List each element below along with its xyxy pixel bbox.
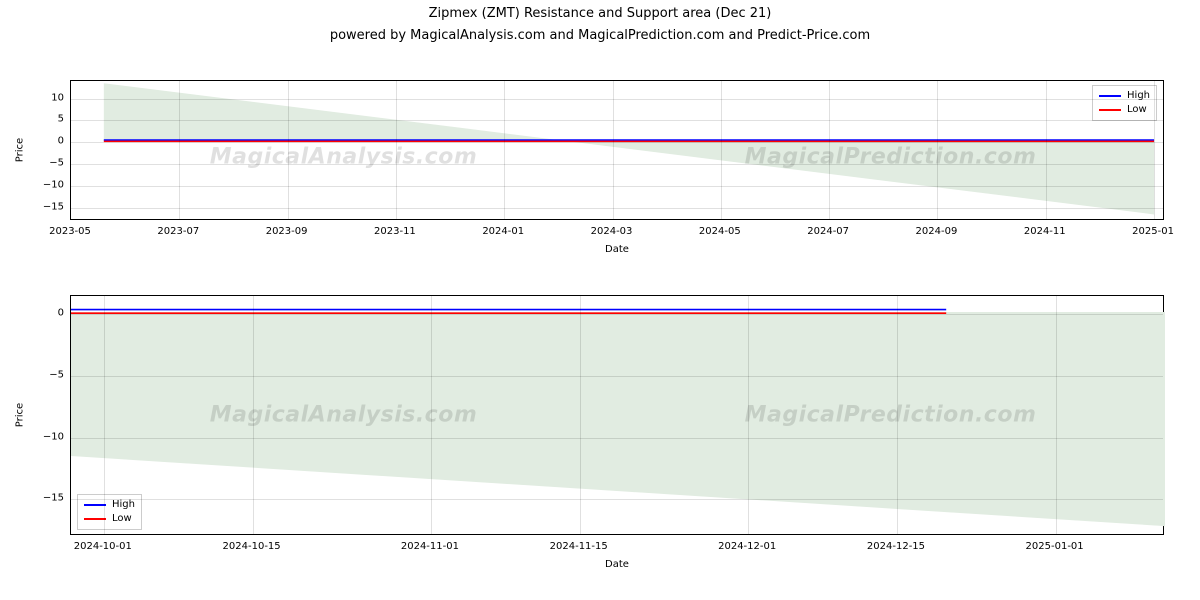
ytick-label: −15 (28, 201, 64, 212)
chart-title: Zipmex (ZMT) Resistance and Support area… (0, 6, 1200, 21)
ytick-label: −5 (28, 158, 64, 169)
xtick-label: 2025-01-01 (1026, 541, 1084, 552)
chart-subtitle: powered by MagicalAnalysis.com and Magic… (0, 28, 1200, 43)
grid-line-h (71, 314, 1163, 315)
legend-label: High (112, 498, 135, 512)
xtick-label: 2024-11-15 (550, 541, 608, 552)
grid-line-v (504, 81, 505, 219)
grid-line-h (71, 499, 1163, 500)
xtick-label: 2024-09 (916, 226, 958, 237)
watermark-text: MagicalAnalysis.com (210, 403, 478, 428)
legend-row: Low (1099, 103, 1150, 117)
top-chart-legend: HighLow (1092, 85, 1157, 121)
xtick-label: 2024-11 (1024, 226, 1066, 237)
bottom-chart-ylabel: Price (15, 403, 26, 427)
grid-line-v (721, 81, 722, 219)
ytick-label: −10 (28, 180, 64, 191)
bottom-chart-xlabel: Date (567, 559, 667, 570)
xtick-label: 2023-09 (266, 226, 308, 237)
grid-line-h (71, 208, 1163, 209)
legend-row: Low (84, 512, 135, 526)
watermark-text: MagicalPrediction.com (745, 403, 1037, 428)
xtick-label: 2024-11-01 (401, 541, 459, 552)
xtick-label: 2024-10-01 (74, 541, 132, 552)
grid-line-v (179, 81, 180, 219)
xtick-label: 2024-12-01 (718, 541, 776, 552)
legend-row: High (1099, 89, 1150, 103)
top-chart-xlabel: Date (567, 244, 667, 255)
legend-swatch (84, 518, 106, 520)
legend-label: Low (112, 512, 132, 526)
ytick-label: −5 (28, 370, 64, 381)
xtick-label: 2023-11 (374, 226, 416, 237)
xtick-label: 2024-01 (482, 226, 524, 237)
legend-swatch (1099, 95, 1121, 97)
grid-line-h (71, 99, 1163, 100)
grid-line-v (613, 81, 614, 219)
ytick-label: 5 (28, 114, 64, 125)
ytick-label: −10 (28, 431, 64, 442)
legend-label: High (1127, 89, 1150, 103)
watermark-text: MagicalAnalysis.com (210, 145, 478, 170)
xtick-label: 2023-07 (157, 226, 199, 237)
xtick-label: 2024-03 (591, 226, 633, 237)
legend-swatch (1099, 109, 1121, 111)
xtick-label: 2024-07 (807, 226, 849, 237)
xtick-label: 2024-12-15 (867, 541, 925, 552)
grid-line-h (71, 120, 1163, 121)
grid-line-v (1154, 81, 1155, 219)
legend-label: Low (1127, 103, 1147, 117)
xtick-label: 2024-10-15 (223, 541, 281, 552)
xtick-label: 2025-01 (1132, 226, 1174, 237)
xtick-label: 2023-05 (49, 226, 91, 237)
grid-line-h (71, 438, 1163, 439)
legend-row: High (84, 498, 135, 512)
ytick-label: −15 (28, 493, 64, 504)
xtick-label: 2024-05 (699, 226, 741, 237)
ytick-label: 0 (28, 308, 64, 319)
watermark-text: MagicalPrediction.com (745, 145, 1037, 170)
grid-line-h (71, 186, 1163, 187)
grid-line-v (1046, 81, 1047, 219)
grid-line-h (71, 376, 1163, 377)
grid-line-h (71, 142, 1163, 143)
ytick-label: 0 (28, 136, 64, 147)
ytick-label: 10 (28, 92, 64, 103)
top-chart-ylabel: Price (15, 138, 26, 162)
legend-swatch (84, 504, 106, 506)
